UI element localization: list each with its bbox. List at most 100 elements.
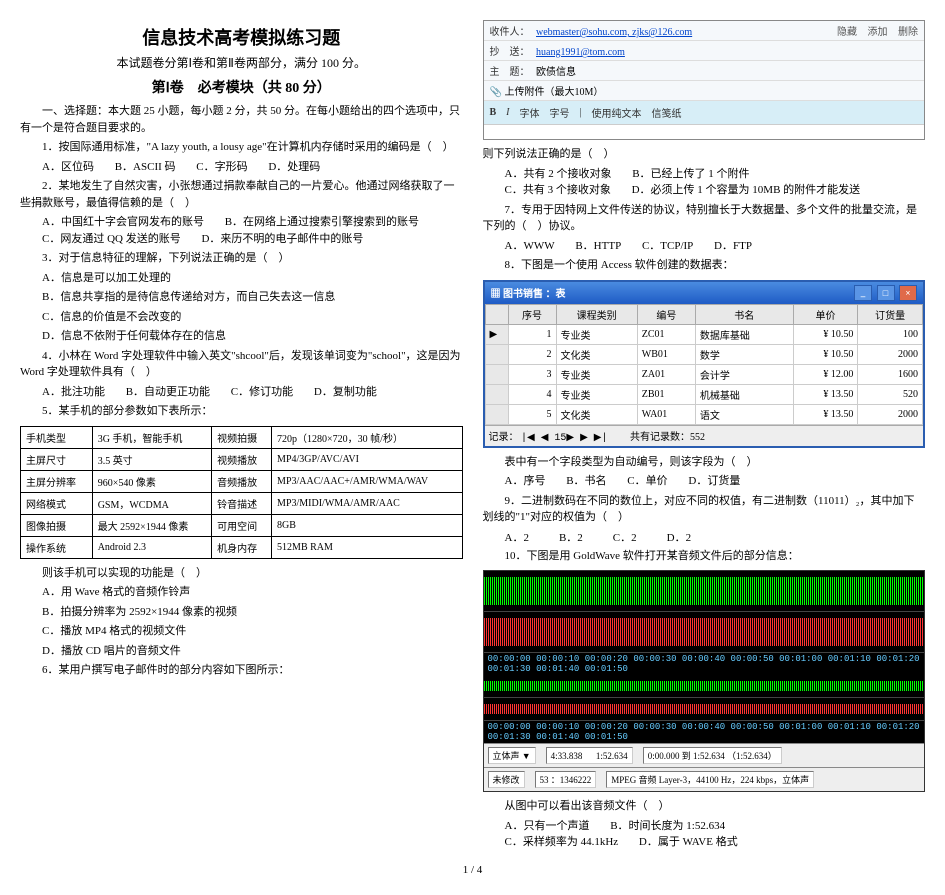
goldwave-statusbar-2: 未修改 53 ：1346222 MPEG 音频 Layer-3，44100 Hz… (484, 767, 925, 791)
q9-stem: 9．二进制数码在不同的数位上，对应不同的权值，有二进制数（11011）₂，其中加… (483, 493, 926, 526)
q10-opt-a: A．只有一个声道 (505, 818, 590, 835)
email-attach-row: 📎 上传附件（最大10M） (484, 81, 925, 101)
maximize-button[interactable]: □ (877, 285, 895, 301)
email-delete-link[interactable]: 删除 (898, 27, 918, 38)
waveform-overview-l[interactable] (484, 675, 925, 698)
phone-spec-table: 手机类型 3G 手机，智能手机 视频拍摄 720p（1280×720，30 帧/… (20, 426, 463, 559)
access-statusbar: 记录： |◀ ◀ 15▶ ▶ ▶| 共有记录数：552 (485, 425, 924, 446)
q7-opt-a: A．WWW (505, 238, 555, 255)
access-title: 图书销售 ：表 (503, 289, 566, 300)
col-seq[interactable]: 序号 (508, 304, 556, 324)
table-row: 图像拍摄 最大 2592×1944 像素 可用空间 8GB (21, 514, 463, 536)
email-side-buttons: 隐藏 添加 删除 (829, 23, 918, 38)
email-toolbar: B I 字体 字号 | 使用纯文本 信笺纸 (484, 101, 925, 124)
bold-button[interactable]: B (490, 107, 497, 118)
channel-select[interactable]: 立体声 ▼ (488, 747, 536, 764)
col-bookname[interactable]: 书名 (695, 304, 793, 324)
q6-opt-d: D．必须上传 1 个容量为 10MB 的附件才能发送 (632, 182, 861, 199)
col-price[interactable]: 单价 (793, 304, 858, 324)
q2-opt-c: C．网友通过 QQ 发送的账号 (42, 231, 181, 248)
email-subject-value[interactable]: 欧债信息 (536, 67, 576, 78)
q8-stem: 8．下图是一个使用 Access 软件创建的数据表： (483, 257, 926, 274)
col-category[interactable]: 课程类别 (556, 304, 637, 324)
minimize-button[interactable]: _ (854, 285, 872, 301)
col-qty[interactable]: 订货量 (858, 304, 923, 324)
q9-opt-d: D．2 (667, 529, 691, 545)
email-attach-label[interactable]: 上传附件（最大10M） (504, 87, 603, 98)
table-row: 主屏尺寸 3.5 英寸 视频播放 MP4/3GP/AVC/AVI (21, 448, 463, 470)
font-family-select[interactable]: 字体 (520, 105, 540, 120)
access-table-window: ▦ 图书销售 ：表 _ □ × 序号 课程类别 编号 书名 单价 订货量 (483, 280, 926, 448)
q10-opt-c: C．采样频率为 44.1kHz (505, 834, 619, 851)
email-hide-link[interactable]: 隐藏 (837, 27, 857, 38)
q6-opt-c: C．共有 3 个接收对象 (505, 182, 611, 199)
plain-text-toggle[interactable]: 使用纯文本 (592, 105, 642, 120)
part1-title: 第Ⅰ卷 必考模块（共 80 分） (20, 77, 463, 97)
email-cc-value[interactable]: huang1991@tom.com (536, 47, 625, 58)
right-column: 收件人： webmaster@sohu.com, zjks@126.com 隐藏… (483, 20, 926, 854)
modified-status: 未修改 (488, 771, 525, 788)
q8-opt-b: B．书名 (566, 473, 606, 490)
q10-opt-b: B．时间长度为 1:52.634 (610, 818, 725, 835)
row-selector[interactable] (485, 304, 508, 324)
q2-opt-d: D．来历不明的电子邮件中的账号 (201, 231, 363, 248)
main-title: 信息技术高考模拟练习题 (20, 24, 463, 50)
email-compose-window: 收件人： webmaster@sohu.com, zjks@126.com 隐藏… (483, 20, 926, 140)
table-row: 手机类型 3G 手机，智能手机 视频拍摄 720p（1280×720，30 帧/… (21, 426, 463, 448)
q5-opt-b: B．拍摄分辨率为 2592×1944 像素的视频 (20, 604, 463, 621)
table-icon: ▦ (491, 289, 501, 300)
record-nav[interactable]: |◀ ◀ 15▶ ▶ ▶| (521, 433, 607, 444)
q10-stem: 10．下图是用 GoldWave 软件打开某音频文件后的部分信息： (483, 548, 926, 565)
font-size-select[interactable]: 字号 (550, 105, 570, 120)
q8-opts: A．序号 B．书名 C．单价 D．订货量 (483, 473, 926, 490)
sub-title: 本试题卷分第Ⅰ卷和第Ⅱ卷两部分，满分 100 分。 (20, 54, 463, 71)
toolbar-sep: | (580, 107, 582, 118)
q8-opt-c: C．单价 (627, 473, 667, 490)
email-cc-row: 抄 送： huang1991@tom.com (484, 41, 925, 61)
sample-count: 53 ：1346222 (535, 771, 597, 788)
waveform-right[interactable] (484, 612, 925, 653)
stationery-button[interactable]: 信笺纸 (652, 105, 682, 120)
q7-opt-b: B．HTTP (575, 238, 621, 255)
q1-opt-b: B．ASCII 码 (115, 159, 176, 176)
q1-opt-a: A．区位码 (42, 159, 94, 176)
q6-tail: 则下列说法正确的是（ ） (483, 146, 926, 163)
q9-opts: A．2 B．2 C．2 D．2 (483, 529, 926, 545)
q9-opt-a: A．2 (505, 529, 529, 545)
waveform-left[interactable] (484, 571, 925, 612)
table-row: 3专业类ZA01会计学¥ 12.001600 (485, 364, 923, 384)
email-body-editor[interactable] (484, 124, 925, 139)
table-row: ▶1专业类ZC01数据库基础¥ 10.50100 (485, 324, 923, 344)
q10-opt-d: D．属于 WAVE 格式 (639, 834, 738, 851)
email-to-value[interactable]: webmaster@sohu.com, zjks@126.com (536, 27, 692, 38)
italic-button[interactable]: I (506, 107, 509, 118)
q7-opt-d: D．FTP (714, 238, 752, 255)
section-intro: 一、选择题：本大题 25 小题，每小题 2 分，共 50 分。在每小题给出的四个… (20, 103, 463, 136)
q5-opt-d: D．播放 CD 唱片的音频文件 (20, 643, 463, 660)
email-add-link[interactable]: 添加 (868, 27, 888, 38)
q8-tail: 表中有一个字段类型为自动编号，则该字段为（ ） (483, 454, 926, 471)
q6-opt-b: B．已经上传了 1 个附件 (632, 166, 749, 183)
q6-opts: A．共有 2 个接收对象 B．已经上传了 1 个附件 C．共有 3 个接收对象 … (483, 166, 926, 199)
access-titlebar: ▦ 图书销售 ：表 _ □ × (485, 282, 924, 304)
col-code[interactable]: 编号 (637, 304, 695, 324)
q1-opt-c: C．字形码 (196, 159, 247, 176)
q4-opt-a: A．批注功能 (42, 384, 105, 401)
table-row: 主屏分辨率 960×540 像素 音频播放 MP3/AAC/AAC+/AMR/W… (21, 470, 463, 492)
q8-opt-a: A．序号 (505, 473, 546, 490)
window-controls: _ □ × (852, 285, 917, 301)
q2-opt-b: B．在网络上通过搜索引擎搜索到的账号 (225, 214, 419, 231)
close-button[interactable]: × (899, 285, 917, 301)
q4-opt-c: C．修订功能 (231, 384, 293, 401)
time-ruler-2: 00:00:00 00:00:10 00:00:20 00:00:30 00:0… (484, 721, 925, 743)
q6-stem: 6．某用户撰写电子邮件时的部分内容如下图所示： (20, 662, 463, 679)
q4-stem: 4．小林在 Word 字处理软件中输入英文"shcool"后，发现该单词变为"s… (20, 348, 463, 381)
q10-opts: A．只有一个声道 B．时间长度为 1:52.634 C．采样频率为 44.1kH… (483, 818, 926, 851)
q9-opt-c: C．2 (613, 529, 637, 545)
waveform-overview-r[interactable] (484, 698, 925, 721)
page-number: 1 / 4 (20, 864, 925, 876)
email-subject-label: 主 题： (490, 67, 530, 78)
q8-opt-d: D．订货量 (688, 473, 740, 490)
q4-opt-d: D．复制功能 (314, 384, 377, 401)
q5-stem: 5．某手机的部分参数如下表所示： (20, 403, 463, 420)
